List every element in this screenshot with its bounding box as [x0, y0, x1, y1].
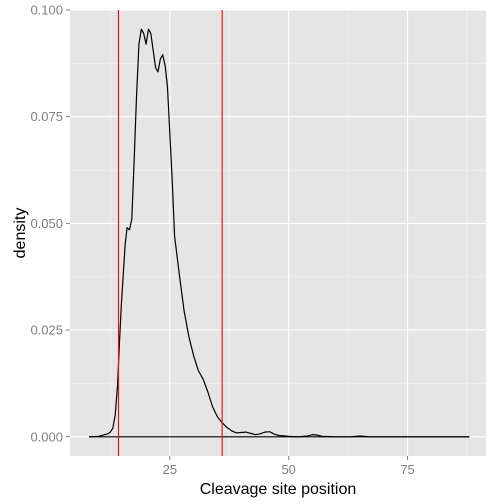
- x-tick-label: 25: [163, 462, 177, 477]
- x-tick-label: 50: [281, 462, 295, 477]
- plot-panel: [70, 10, 486, 456]
- y-tick-label: 0.025: [30, 323, 63, 338]
- y-tick-label: 0.050: [30, 216, 63, 231]
- y-tick-label: 0.100: [30, 3, 63, 18]
- y-tick-label: 0.000: [30, 429, 63, 444]
- y-tick-label: 0.075: [30, 109, 63, 124]
- minor-gridlines: [70, 10, 486, 456]
- x-tick-label: 75: [400, 462, 414, 477]
- series-layer: [88, 28, 470, 438]
- y-axis-title: density: [12, 208, 29, 259]
- y-axis: 0.000 0.025 0.050 0.075 0.100: [30, 3, 70, 444]
- x-axis: 25 50 75: [163, 456, 415, 477]
- density-curve: [88, 28, 470, 438]
- reference-lines: [117, 10, 223, 456]
- x-axis-title: Cleavage site position: [200, 481, 357, 498]
